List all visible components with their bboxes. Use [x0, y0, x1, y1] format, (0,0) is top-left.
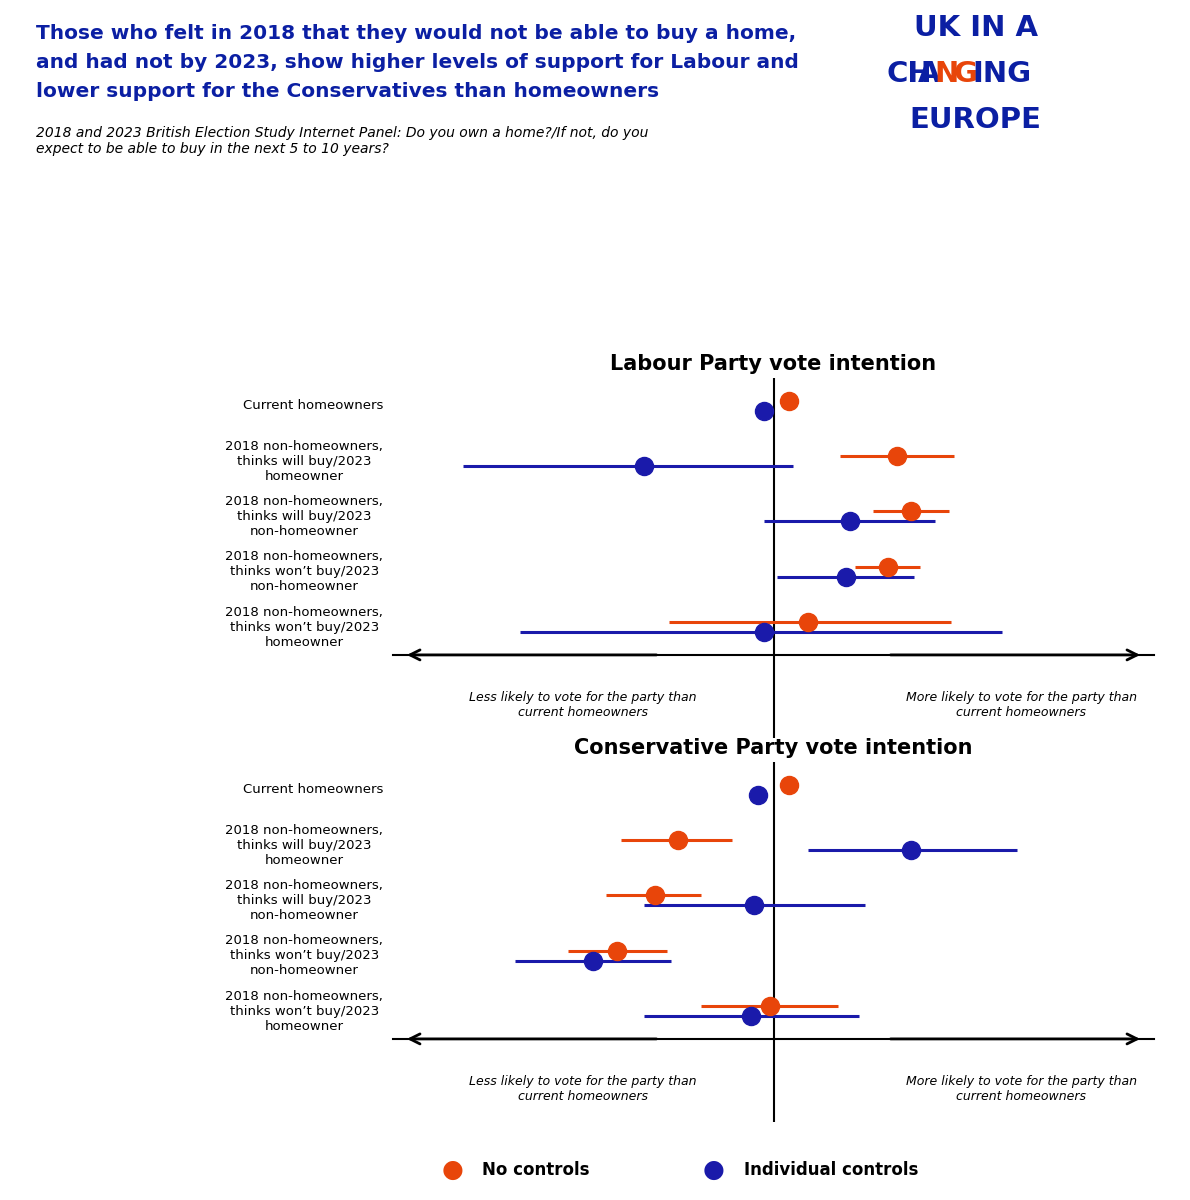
Text: ●: ● — [441, 1158, 463, 1182]
Text: lower support for the Conservatives than homeowners: lower support for the Conservatives than… — [36, 82, 659, 101]
Text: 2018 non-homeowners,
thinks won’t buy/2023
non-homeowner: 2018 non-homeowners, thinks won’t buy/20… — [225, 935, 383, 977]
Text: More likely to vote for the party than
current homeowners: More likely to vote for the party than c… — [906, 691, 1136, 719]
Text: UK IN A: UK IN A — [914, 14, 1038, 42]
Text: 2018 and 2023 British Election Study Internet Panel: Do you own a home?/If not, : 2018 and 2023 British Election Study Int… — [36, 126, 649, 156]
Text: 2018 non-homeowners,
thinks won’t buy/2023
non-homeowner: 2018 non-homeowners, thinks won’t buy/20… — [225, 551, 383, 593]
Text: No controls: No controls — [482, 1162, 589, 1178]
Text: 2018 non-homeowners,
thinks will buy/2023
non-homeowner: 2018 non-homeowners, thinks will buy/202… — [225, 878, 383, 922]
Text: and had not by 2023, show higher levels of support for Labour and: and had not by 2023, show higher levels … — [36, 53, 798, 72]
Text: ●: ● — [703, 1158, 725, 1182]
Text: 2018 non-homeowners,
thinks won’t buy/2023
homeowner: 2018 non-homeowners, thinks won’t buy/20… — [225, 606, 383, 649]
Title: Conservative Party vote intention: Conservative Party vote intention — [575, 738, 972, 757]
Text: 2018 non-homeowners,
thinks will buy/2023
homeowner: 2018 non-homeowners, thinks will buy/202… — [225, 823, 383, 866]
Text: Current homeowners: Current homeowners — [243, 784, 383, 796]
Text: More likely to vote for the party than
current homeowners: More likely to vote for the party than c… — [906, 1075, 1136, 1103]
Text: 2018 non-homeowners,
thinks will buy/2023
homeowner: 2018 non-homeowners, thinks will buy/202… — [225, 439, 383, 482]
Text: N: N — [934, 60, 958, 88]
Text: EUROPE: EUROPE — [910, 106, 1041, 133]
Text: CH: CH — [887, 60, 932, 88]
Title: Labour Party vote intention: Labour Party vote intention — [610, 354, 937, 373]
Text: 2018 non-homeowners,
thinks won’t buy/2023
homeowner: 2018 non-homeowners, thinks won’t buy/20… — [225, 990, 383, 1033]
Text: ING: ING — [972, 60, 1032, 88]
Text: Less likely to vote for the party than
current homeowners: Less likely to vote for the party than c… — [469, 691, 697, 719]
Text: Less likely to vote for the party than
current homeowners: Less likely to vote for the party than c… — [469, 1075, 697, 1103]
Text: Individual controls: Individual controls — [744, 1162, 919, 1178]
Text: A: A — [917, 60, 940, 88]
Text: 2018 non-homeowners,
thinks will buy/2023
non-homeowner: 2018 non-homeowners, thinks will buy/202… — [225, 494, 383, 538]
Text: Current homeowners: Current homeowners — [243, 400, 383, 412]
Text: Those who felt in 2018 that they would not be able to buy a home,: Those who felt in 2018 that they would n… — [36, 24, 796, 43]
Text: G: G — [953, 60, 977, 88]
